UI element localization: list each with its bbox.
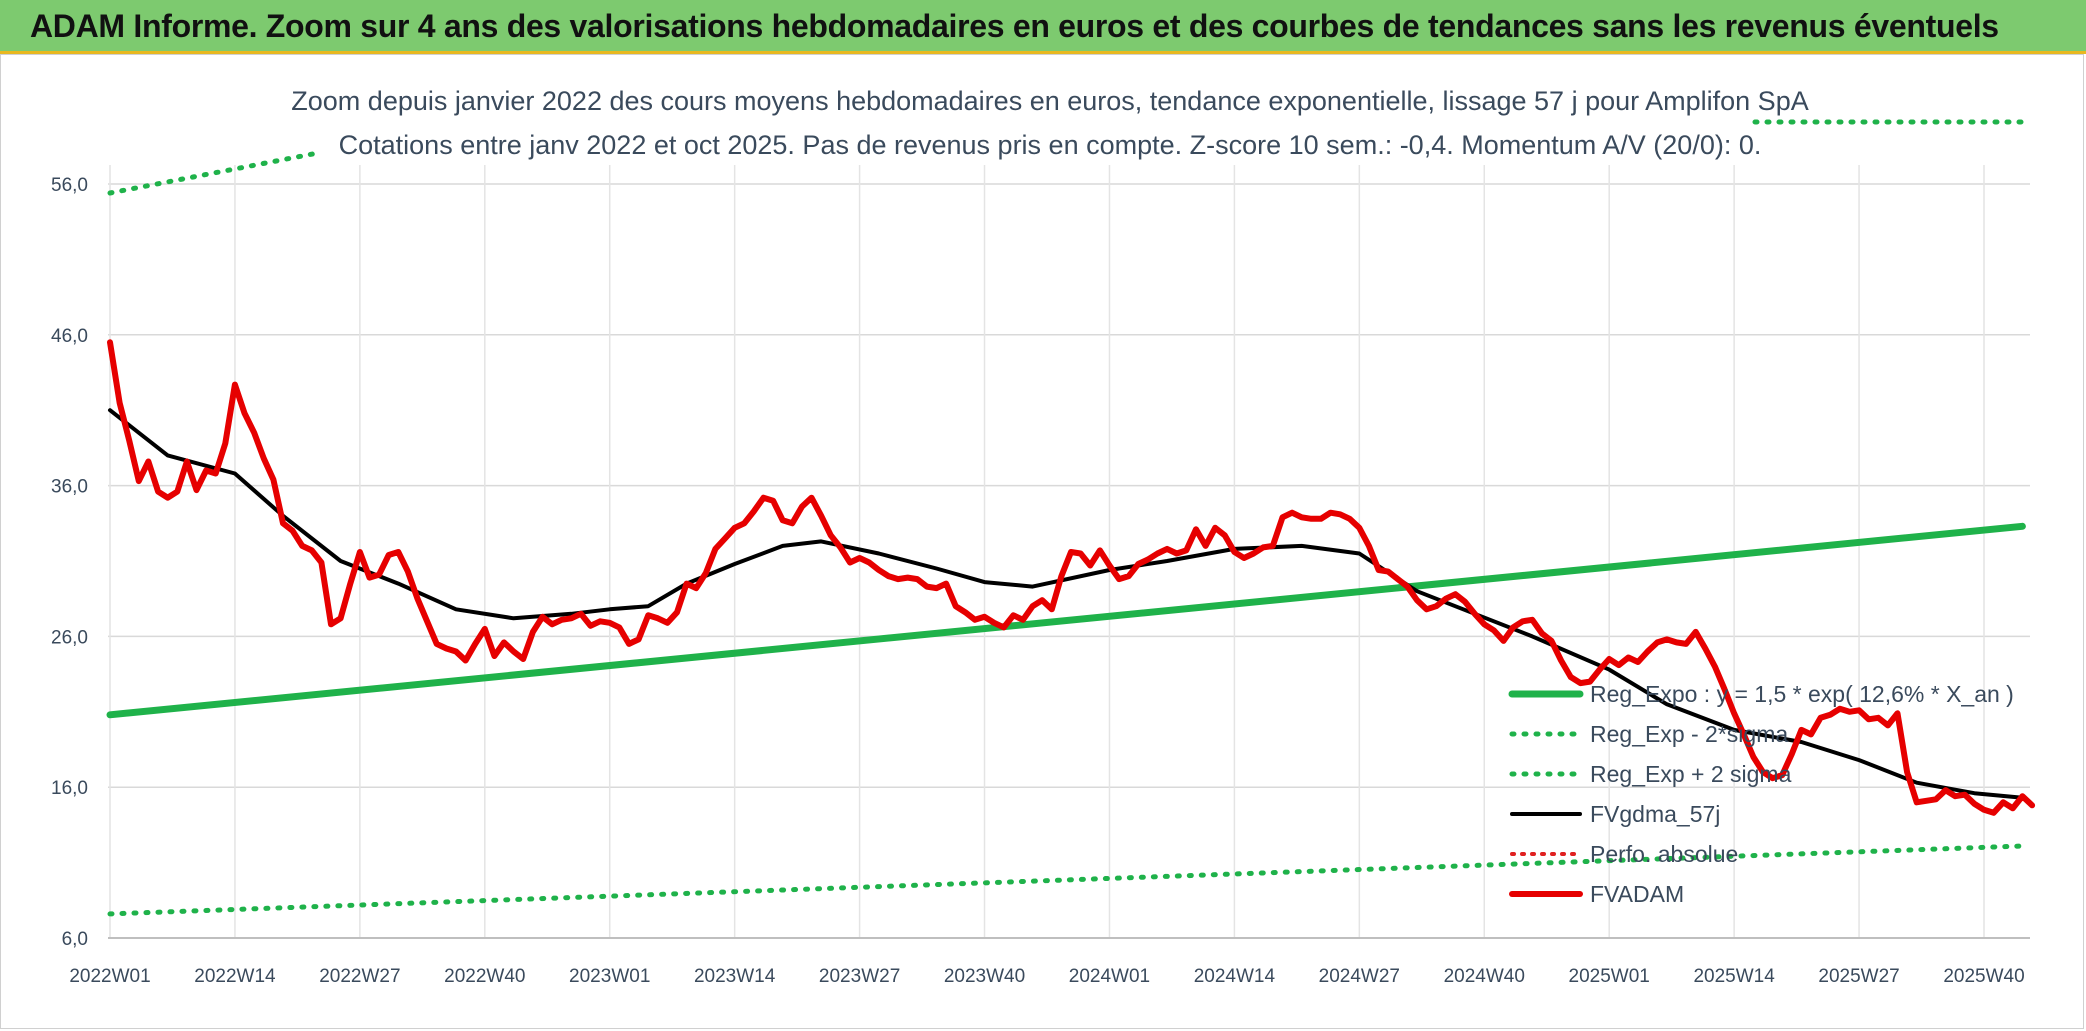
- report-title: ADAM Informe. Zoom sur 4 ans des valoris…: [30, 8, 1999, 44]
- x-tick-label: 2024W27: [1319, 966, 1400, 987]
- series-line-fvgdma-57j: [108, 408, 2025, 800]
- x-tick-label: 2025W01: [1569, 966, 1650, 987]
- chart-subtitle: Cotations entre janv 2022 et oct 2025. P…: [339, 130, 1762, 160]
- chart-grid: [108, 165, 2030, 939]
- chart-legend: Reg_Expo : y = 1,5 * exp( 12,6% * X_an )…: [1508, 681, 2014, 907]
- legend-label-perfo-absolue: Perfo. absolue: [1590, 841, 1738, 867]
- x-tick-label: 2024W40: [1444, 966, 1525, 987]
- x-tick-label: 2022W40: [444, 966, 525, 987]
- y-tick-label: 6,0: [62, 929, 88, 950]
- series-line-fvadam: [107, 339, 2036, 816]
- chart-frame: [0, 54, 2084, 1029]
- y-tick-label: 46,0: [51, 326, 88, 347]
- x-tick-label: 2022W14: [194, 966, 276, 987]
- series-line-reg-exp-2-sigma: [107, 843, 2025, 917]
- x-tick-label: 2023W01: [569, 966, 650, 987]
- x-tick-label: 2024W14: [1194, 966, 1276, 987]
- x-tick-label: 2025W40: [1943, 966, 2024, 987]
- x-tick-label: 2022W27: [319, 966, 400, 987]
- x-axis-ticks: 2022W01 2022W14 2022W27 2022W40 2023W01 2023W…: [69, 966, 2024, 987]
- x-tick-label: 2023W40: [944, 966, 1025, 987]
- x-tick-label: 2025W14: [1693, 966, 1775, 987]
- y-tick-label: 26,0: [51, 627, 88, 648]
- x-tick-label: 2022W01: [69, 966, 150, 987]
- legend-label-reg-exp-2-sigma: Reg_Exp + 2 sigma: [1590, 761, 1792, 787]
- series-line-reg-expo-y-1-5-exp-12-6-x-an: [106, 522, 2026, 719]
- legend-label-fvadam: FVADAM: [1590, 881, 1684, 907]
- y-tick-label: 16,0: [51, 778, 88, 799]
- legend-label-reg-exp-2-sigma: Reg_Exp - 2*sigma: [1590, 721, 1788, 747]
- report-banner: ADAM Informe. Zoom sur 4 ans des valoris…: [0, 0, 2086, 54]
- legend-label-fvgdma-57j: FVgdma_57j: [1590, 801, 1720, 827]
- chart-series: [106, 119, 2036, 917]
- y-axis-ticks: 6,0 16,0 26,0 36,0 46,0 56,0: [51, 175, 88, 950]
- y-tick-label: 36,0: [51, 477, 88, 498]
- x-tick-label: 2023W27: [819, 966, 900, 987]
- series-line-reg-exp-2-sigma: [107, 149, 324, 196]
- x-tick-label: 2024W01: [1069, 966, 1150, 987]
- legend-label-reg-expo-y-1-5-exp-12-6-x-an: Reg_Expo : y = 1,5 * exp( 12,6% * X_an ): [1590, 681, 2014, 707]
- x-tick-label: 2025W27: [1818, 966, 1899, 987]
- y-tick-label: 56,0: [51, 175, 88, 196]
- chart-title: Zoom depuis janvier 2022 des cours moyen…: [291, 86, 1808, 116]
- x-tick-label: 2023W14: [694, 966, 776, 987]
